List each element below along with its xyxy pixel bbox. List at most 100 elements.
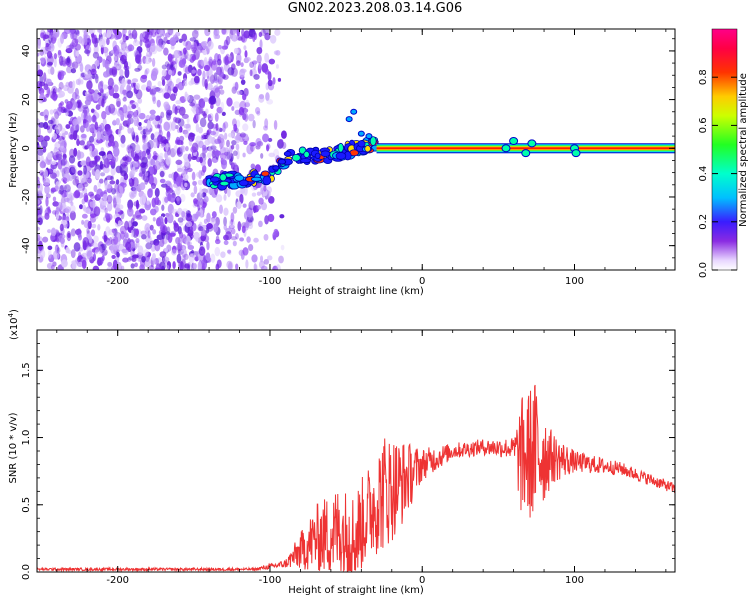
heat-cell <box>69 210 76 221</box>
heat-cell <box>150 158 156 166</box>
heat-cell <box>173 116 178 123</box>
heat-cell <box>99 122 105 132</box>
heat-cell <box>177 207 183 215</box>
heat-cell <box>123 51 128 60</box>
heat-cell <box>278 138 284 144</box>
heat-cell <box>88 235 93 244</box>
heat-cell <box>251 254 258 263</box>
heat-cell <box>47 68 52 75</box>
heat-cell <box>203 195 209 203</box>
heat-cell <box>64 130 69 136</box>
heat-cell <box>135 238 140 244</box>
signal-blob <box>369 136 377 146</box>
heat-cell <box>232 162 237 169</box>
heat-cell <box>37 199 41 205</box>
heat-cell <box>165 143 169 152</box>
heat-cell <box>157 216 164 226</box>
signal-blob <box>277 158 286 165</box>
heat-cell <box>206 223 213 230</box>
heat-cell <box>90 229 96 237</box>
heat-cell <box>189 102 196 107</box>
heat-cell <box>105 128 113 136</box>
heat-cell <box>202 144 207 151</box>
heat-cell <box>239 68 246 78</box>
heat-cell <box>195 106 202 116</box>
heat-cell <box>124 220 129 231</box>
heat-cell <box>73 190 81 199</box>
heat-cell <box>122 89 127 96</box>
heat-cell <box>160 224 167 234</box>
heat-cell <box>60 157 68 166</box>
heat-cell <box>149 109 156 115</box>
heat-cell <box>129 192 135 200</box>
heat-cell <box>149 88 157 96</box>
heat-cell <box>227 262 233 270</box>
heat-cell <box>63 29 71 35</box>
signal-blob <box>299 158 312 164</box>
heat-cell <box>96 188 103 199</box>
heat-cell <box>191 55 197 62</box>
heat-cell <box>152 138 159 149</box>
heat-cell <box>80 159 87 167</box>
snr-panel: -200 -100 0 100 0.0 0.5 1.0 1.5 Height of stra… <box>7 309 676 596</box>
heat-cell <box>241 107 249 114</box>
heat-cell <box>264 68 270 75</box>
heat-cell <box>92 51 100 59</box>
heat-cell <box>107 261 113 267</box>
heat-cell <box>176 253 182 264</box>
heat-cell <box>218 44 222 50</box>
heat-cell <box>231 228 236 235</box>
heat-cell <box>75 50 80 57</box>
heat-cell <box>119 69 124 77</box>
heat-cell <box>149 240 156 245</box>
heat-cell <box>55 153 63 161</box>
heat-cell <box>280 130 287 139</box>
heat-cell <box>52 201 59 207</box>
heat-cell <box>152 85 157 94</box>
heat-cell <box>207 114 212 119</box>
heat-cell <box>85 208 91 214</box>
heat-cell <box>125 35 129 41</box>
heat-cell <box>281 141 287 150</box>
heat-cell <box>199 187 203 196</box>
heat-cell <box>98 38 106 48</box>
heat-cell <box>184 66 191 75</box>
heat-cell <box>127 207 134 217</box>
heat-cell <box>130 229 134 238</box>
heat-cell <box>198 246 206 257</box>
heat-cell <box>78 233 82 241</box>
heat-cell <box>44 184 50 195</box>
heat-cell <box>185 40 192 51</box>
x-tick-label: -200 <box>106 575 129 586</box>
x-tick-label: -100 <box>259 575 282 586</box>
heat-cell <box>157 124 161 129</box>
heat-cell <box>54 88 61 93</box>
heat-cell <box>154 115 161 122</box>
heat-cell <box>234 81 239 91</box>
heat-cell <box>242 203 247 208</box>
heat-cell <box>70 228 76 237</box>
heat-cell <box>169 93 176 102</box>
heat-cell <box>104 59 110 69</box>
heat-cell <box>131 134 135 141</box>
heat-cell <box>112 92 120 99</box>
heat-cell <box>198 126 203 134</box>
heat-cell <box>269 34 277 44</box>
heat-cell <box>263 258 270 265</box>
signal-blob <box>219 180 230 187</box>
signal-blob <box>234 174 245 182</box>
heat-cell <box>159 251 167 258</box>
heat-cell <box>52 196 57 202</box>
heat-cell <box>278 255 284 264</box>
heat-cell <box>198 198 203 207</box>
heat-cell <box>181 248 187 258</box>
heat-cell <box>263 185 267 192</box>
heat-cell <box>105 226 111 237</box>
band-blob <box>509 136 519 145</box>
heat-cell <box>72 118 79 126</box>
heat-cell <box>150 133 155 141</box>
heat-cell <box>206 152 212 159</box>
heat-cell <box>161 204 165 211</box>
heat-cell <box>40 58 46 67</box>
